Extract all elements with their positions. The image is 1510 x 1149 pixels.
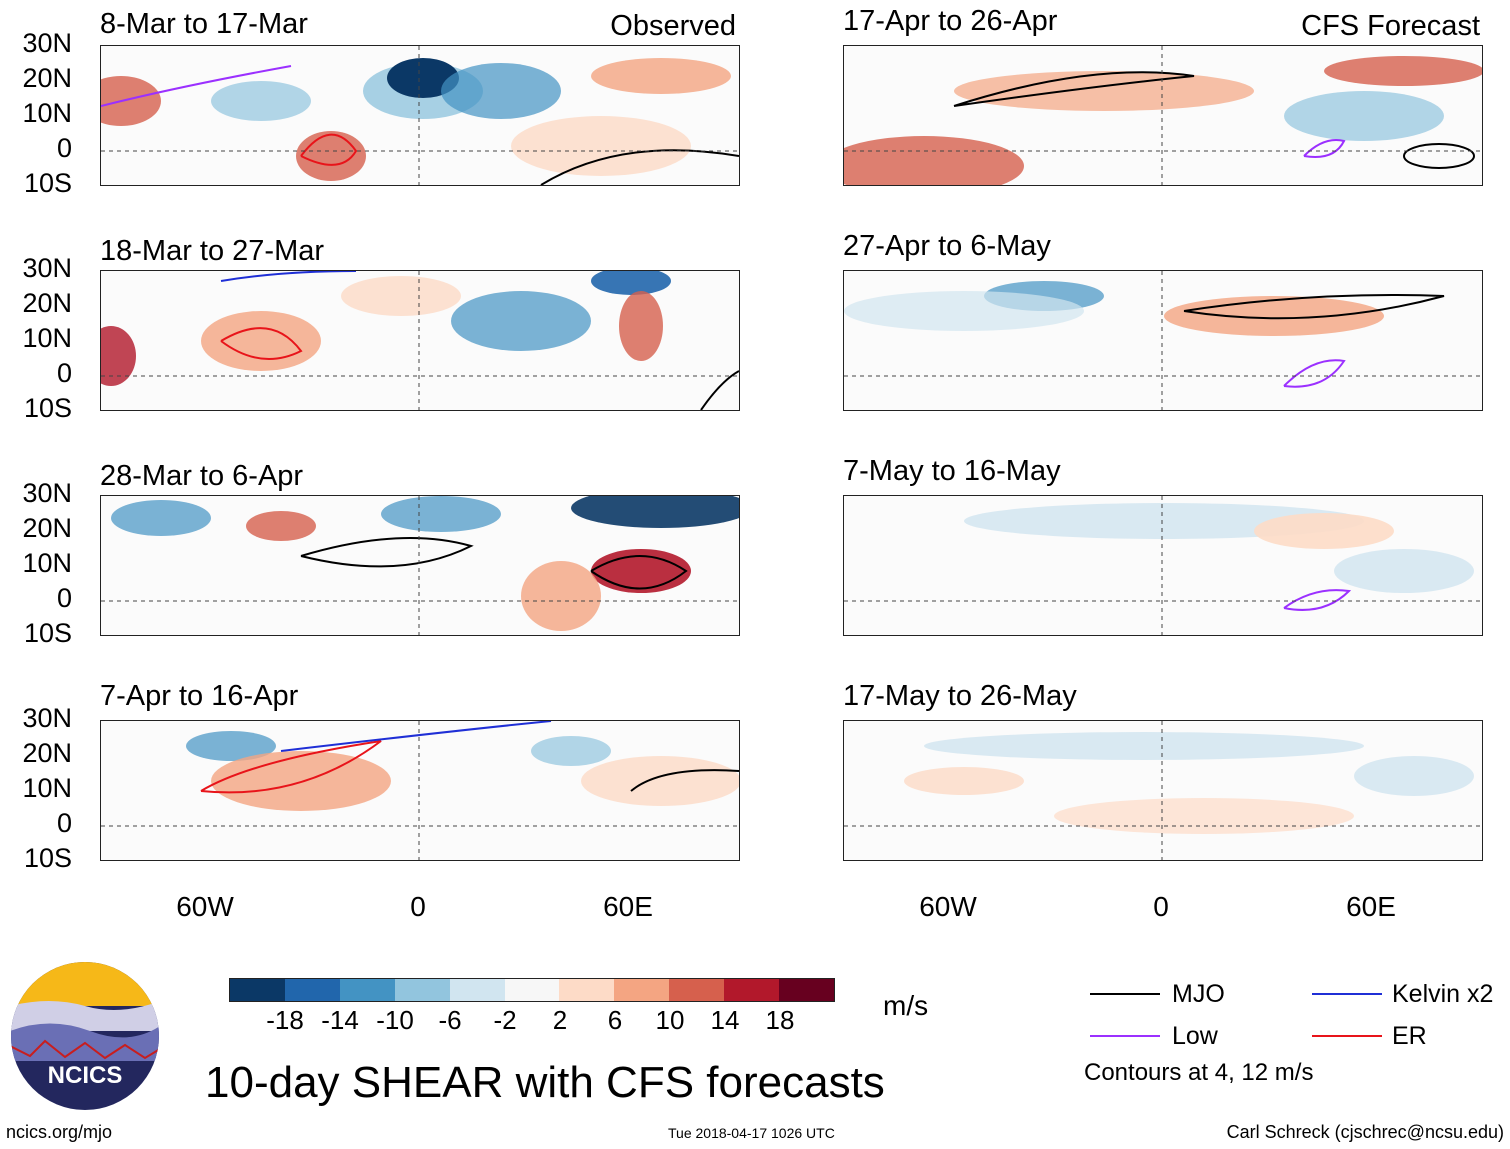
lat-label-r3-30n: 30N — [22, 478, 72, 508]
colorbar-swatch — [614, 979, 670, 1001]
lat-label-r2-30n: 30N — [22, 253, 72, 283]
lat-label-r3-20n: 20N — [22, 513, 72, 543]
lat-label-r4-30n: 30N — [22, 703, 72, 733]
observed-label: Observed — [610, 10, 736, 42]
lon-label-left-60e: 60E — [603, 891, 653, 922]
colorbar — [229, 978, 835, 1002]
panel-title-3: 28-Mar to 6-Apr — [100, 460, 304, 492]
lat-label-r3-10s: 10S — [23, 618, 72, 648]
contour-note: Contours at 4, 12 m/s — [1084, 1059, 1314, 1086]
colorbar-tick: 14 — [710, 1005, 740, 1035]
legend-line-er — [1312, 1035, 1382, 1037]
panel-title-5: 17-Apr to 26-Apr — [843, 5, 1058, 37]
lat-label-r1-10s: 10S — [23, 168, 72, 198]
colorbar-swatch — [724, 979, 780, 1001]
colorbar-tick: 10 — [655, 1005, 685, 1035]
map-panel-fcst-4 — [843, 720, 1483, 861]
colorbar-tick: -6 — [438, 1005, 462, 1035]
colorbar-swatch — [284, 979, 340, 1001]
colorbar-swatch — [449, 979, 505, 1001]
panel-title-2: 18-Mar to 27-Mar — [100, 235, 325, 267]
panel-title-4: 7-Apr to 16-Apr — [100, 680, 299, 712]
colorbar-tick: -2 — [493, 1005, 517, 1035]
lon-label-left-60w: 60W — [176, 891, 234, 922]
lat-label-r2-10s: 10S — [23, 393, 72, 423]
lat-label-r2-10n: 10N — [22, 323, 72, 353]
legend-line-kelvin — [1312, 993, 1382, 995]
lat-label-r4-20n: 20N — [22, 738, 72, 768]
colorbar-tick: 18 — [765, 1005, 795, 1035]
lat-label-r4-10n: 10N — [22, 773, 72, 803]
forecast-label: CFS Forecast — [1301, 10, 1480, 42]
colorbar-swatch — [504, 979, 560, 1001]
legend-line-low — [1090, 1035, 1160, 1037]
map-panel-fcst-3 — [843, 495, 1483, 636]
ncics-logo: NCICS — [10, 961, 160, 1111]
lat-label-r1-20n: 20N — [22, 63, 72, 93]
lat-label-r1-0: 0 — [56, 133, 72, 163]
lat-label-r2-0: 0 — [56, 358, 72, 388]
lat-label-r4-10s: 10S — [23, 843, 72, 873]
map-panel-fcst-1 — [843, 45, 1483, 186]
legend-label-kelvin: Kelvin x2 — [1392, 980, 1494, 1008]
panel-title-8: 17-May to 26-May — [843, 680, 1077, 712]
colorbar-tick: -14 — [321, 1005, 359, 1035]
lat-label-r2-20n: 20N — [22, 288, 72, 318]
footer-timestamp: Tue 2018-04-17 1026 UTC — [668, 1125, 835, 1141]
colorbar-swatch — [669, 979, 725, 1001]
colorbar-tick: -18 — [266, 1005, 304, 1035]
map-panel-fcst-2 — [843, 270, 1483, 411]
lon-label-left-0: 0 — [410, 891, 426, 922]
footer-url[interactable]: ncics.org/mjo — [6, 1122, 113, 1142]
legend-label-er: ER — [1392, 1022, 1427, 1050]
lon-label-right-60w: 60W — [919, 891, 977, 922]
lat-label-r1-30n: 30N — [22, 28, 72, 58]
colorbar-swatch — [559, 979, 615, 1001]
legend-line-mjo — [1090, 993, 1160, 995]
map-panel-obs-4 — [100, 720, 740, 861]
panel-title-1: 8-Mar to 17-Mar — [100, 8, 308, 40]
lat-label-r3-0: 0 — [56, 583, 72, 613]
colorbar-swatch — [230, 979, 285, 1001]
panel-title-6: 27-Apr to 6-May — [843, 230, 1051, 262]
map-panel-obs-1 — [100, 45, 740, 186]
colorbar-units: m/s — [883, 990, 929, 1021]
lon-label-right-60e: 60E — [1346, 891, 1396, 922]
colorbar-tick: -10 — [376, 1005, 414, 1035]
colorbar-tick: 2 — [552, 1005, 568, 1035]
lat-label-r1-10n: 10N — [22, 98, 72, 128]
colorbar-swatch — [339, 979, 395, 1001]
legend-label-mjo: MJO — [1172, 980, 1225, 1008]
colorbar-tick: 6 — [607, 1005, 623, 1035]
colorbar-swatch — [394, 979, 450, 1001]
lat-label-r4-0: 0 — [56, 808, 72, 838]
logo-text: NCICS — [48, 1062, 123, 1089]
legend-label-low: Low — [1172, 1022, 1218, 1050]
lon-label-right-0: 0 — [1153, 891, 1169, 922]
lat-label-r3-10n: 10N — [22, 548, 72, 578]
map-panel-obs-3 — [100, 495, 740, 636]
colorbar-swatch — [779, 979, 834, 1001]
figure-title: 10-day SHEAR with CFS forecasts — [205, 1058, 885, 1107]
map-panel-obs-2 — [100, 270, 740, 411]
panel-title-7: 7-May to 16-May — [843, 455, 1061, 487]
footer-author: Carl Schreck (cjschrec@ncsu.edu) — [1226, 1122, 1504, 1142]
